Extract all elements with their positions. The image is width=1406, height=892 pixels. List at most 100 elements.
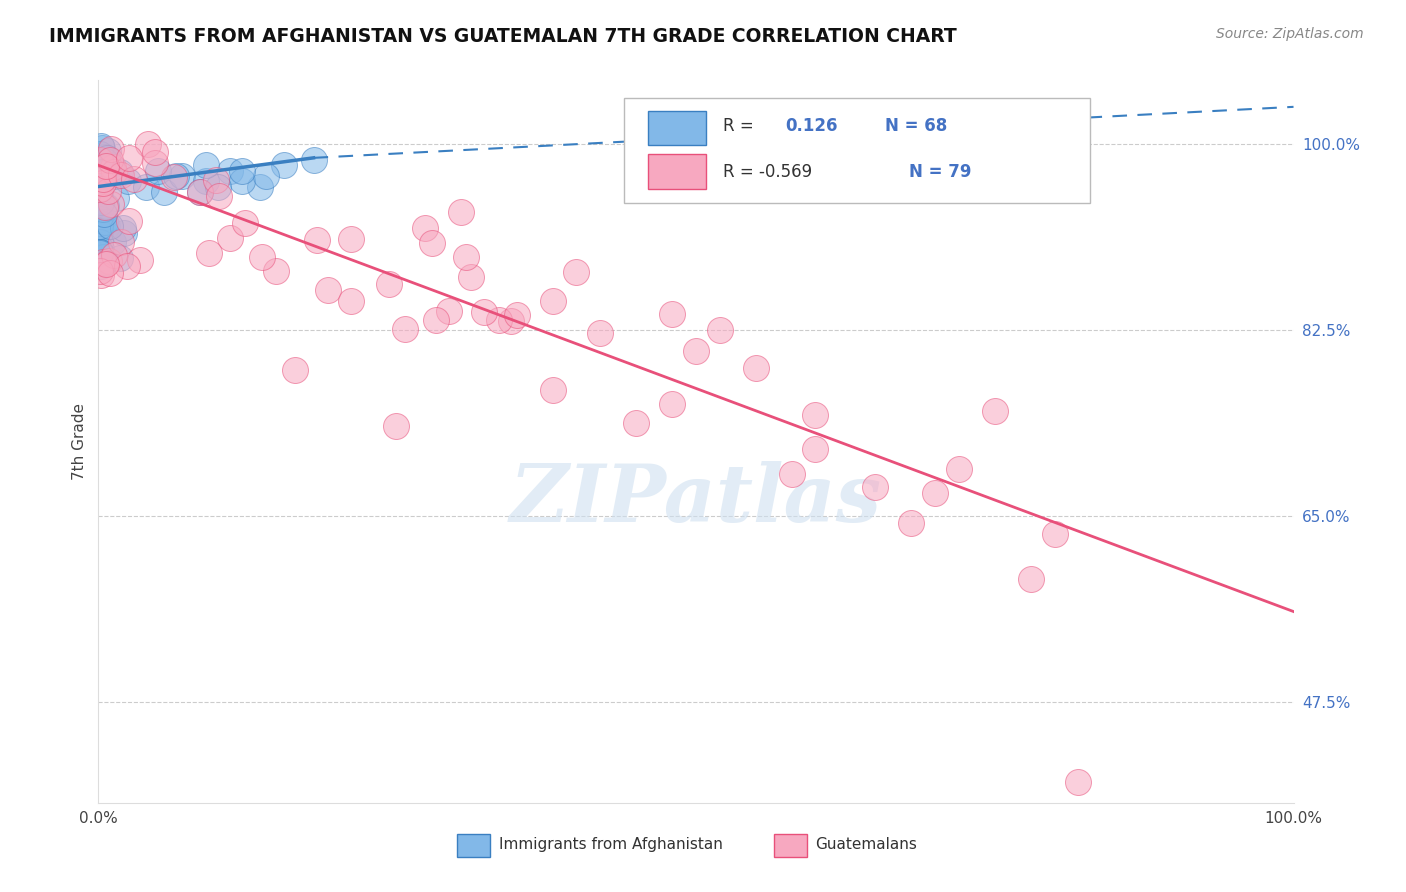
Point	[165, 169, 187, 183]
Point	[219, 231, 242, 245]
Point	[984, 404, 1007, 418]
Point	[135, 179, 157, 194]
Point	[103, 165, 125, 179]
Point	[89, 181, 111, 195]
Point	[394, 322, 416, 336]
Point	[284, 362, 307, 376]
Point	[100, 158, 122, 172]
Point	[1019, 572, 1042, 586]
Point	[472, 305, 495, 319]
Point	[172, 169, 194, 183]
Point	[98, 170, 121, 185]
Point	[103, 248, 125, 262]
Text: R = -0.569: R = -0.569	[724, 163, 813, 181]
Point	[340, 293, 363, 308]
Point	[456, 250, 478, 264]
Point	[450, 205, 472, 219]
Point	[89, 183, 111, 197]
Point	[94, 153, 117, 168]
Point	[204, 173, 226, 187]
Point	[900, 516, 922, 531]
Point	[948, 462, 970, 476]
Point	[89, 165, 111, 179]
Point	[709, 323, 731, 337]
Point	[98, 219, 121, 234]
Point	[865, 480, 887, 494]
Point	[302, 153, 325, 167]
Point	[96, 151, 118, 165]
Point	[89, 248, 111, 262]
Point	[91, 173, 114, 187]
Point	[93, 172, 115, 186]
Bar	[773, 834, 807, 857]
Point	[112, 226, 135, 240]
Text: N = 68: N = 68	[884, 117, 948, 135]
Point	[97, 184, 120, 198]
Point	[89, 153, 111, 167]
Point	[188, 185, 211, 199]
Point	[90, 195, 112, 210]
Point	[96, 199, 118, 213]
Point	[1043, 527, 1066, 541]
Point	[89, 216, 111, 230]
Point	[231, 163, 253, 178]
Point	[413, 220, 436, 235]
Point	[98, 254, 121, 268]
Text: R =: R =	[724, 117, 759, 135]
Point	[94, 200, 117, 214]
Point	[89, 193, 111, 207]
Point	[89, 146, 111, 161]
Point	[93, 161, 115, 176]
FancyBboxPatch shape	[624, 98, 1091, 203]
Point	[89, 176, 111, 190]
Point	[499, 314, 522, 328]
Y-axis label: 7th Grade: 7th Grade	[72, 403, 87, 480]
Point	[96, 160, 118, 174]
Point	[233, 216, 256, 230]
Point	[89, 235, 111, 249]
Point	[136, 136, 159, 151]
Point	[89, 246, 111, 260]
Point	[90, 259, 112, 273]
Point	[506, 308, 529, 322]
Point	[316, 283, 339, 297]
Point	[163, 169, 186, 184]
Point	[94, 165, 117, 179]
Point	[105, 169, 128, 183]
Point	[117, 151, 139, 165]
Text: Guatemalans: Guatemalans	[815, 838, 917, 852]
Point	[305, 233, 328, 247]
Point	[254, 169, 277, 183]
Point	[91, 172, 114, 186]
Text: ZIPatlas: ZIPatlas	[510, 460, 882, 538]
Point	[488, 313, 510, 327]
Point	[460, 269, 482, 284]
Point	[90, 242, 112, 256]
Point	[100, 196, 122, 211]
Point	[100, 143, 122, 157]
Point	[91, 250, 114, 264]
Point	[745, 361, 768, 376]
Point	[266, 263, 288, 277]
Point	[231, 174, 253, 188]
Point	[439, 304, 461, 318]
Point	[90, 160, 112, 174]
Point	[661, 307, 683, 321]
Point	[89, 182, 111, 196]
Point	[219, 163, 242, 178]
Bar	[648, 111, 706, 145]
Point	[110, 235, 132, 249]
Point	[90, 170, 112, 185]
Point	[143, 145, 166, 159]
Point	[91, 202, 114, 216]
Point	[89, 264, 111, 278]
Point	[93, 207, 115, 221]
Bar	[648, 154, 706, 189]
Point	[98, 153, 121, 167]
Point	[101, 235, 124, 250]
Point	[804, 442, 827, 457]
Point	[685, 344, 707, 359]
Point	[89, 219, 111, 233]
Point	[198, 246, 221, 260]
Point	[101, 161, 124, 175]
